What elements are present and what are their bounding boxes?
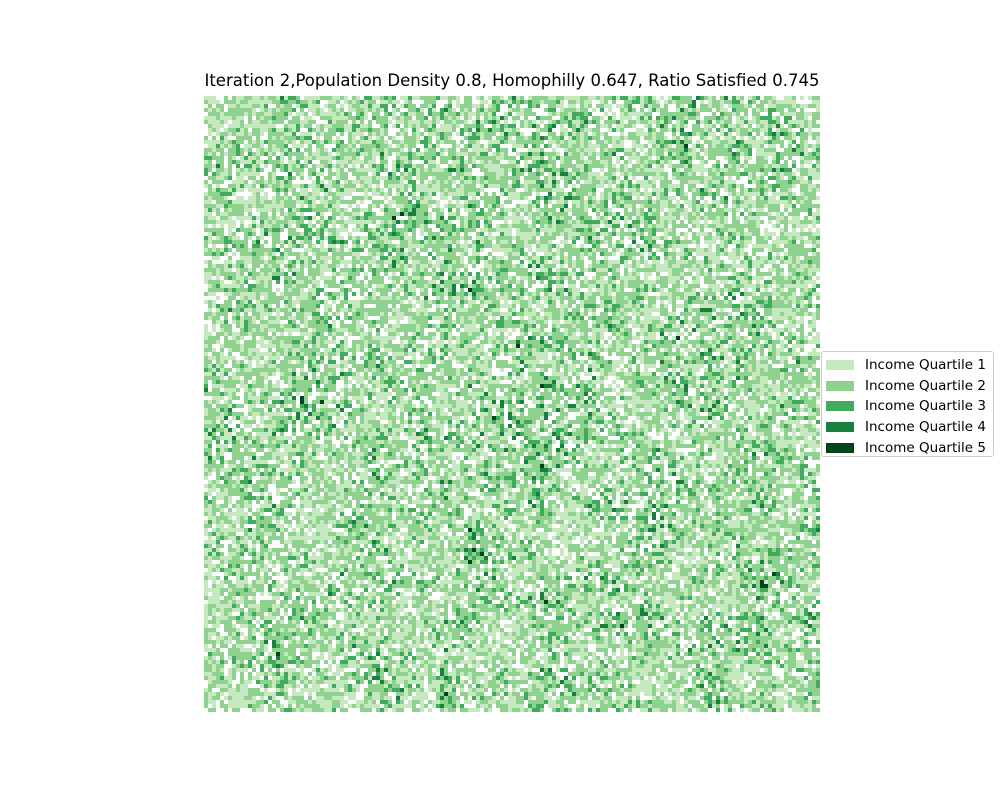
legend-label-quartile-4: Income Quartile 4 [865, 419, 986, 436]
legend-swatch-quartile-1 [826, 360, 854, 371]
legend-label-quartile-2: Income Quartile 2 [865, 377, 986, 394]
legend-swatch-quartile-4 [826, 422, 854, 433]
legend: Income Quartile 1 Income Quartile 2 Inco… [821, 351, 994, 457]
legend-item-quartile-5: Income Quartile 5 [826, 437, 993, 458]
legend-item-quartile-4: Income Quartile 4 [826, 417, 993, 438]
legend-swatch-quartile-2 [826, 380, 854, 391]
segregation-grid-heatmap [204, 96, 820, 712]
legend-label-quartile-5: Income Quartile 5 [865, 439, 986, 456]
legend-item-quartile-2: Income Quartile 2 [826, 376, 993, 397]
legend-swatch-quartile-3 [826, 401, 854, 412]
legend-item-quartile-3: Income Quartile 3 [826, 396, 993, 417]
legend-item-quartile-1: Income Quartile 1 [826, 355, 993, 376]
legend-label-quartile-3: Income Quartile 3 [865, 398, 986, 415]
legend-label-quartile-1: Income Quartile 1 [865, 357, 986, 374]
legend-swatch-quartile-5 [826, 442, 854, 453]
chart-title: Iteration 2,Population Density 0.8, Homo… [204, 71, 820, 90]
